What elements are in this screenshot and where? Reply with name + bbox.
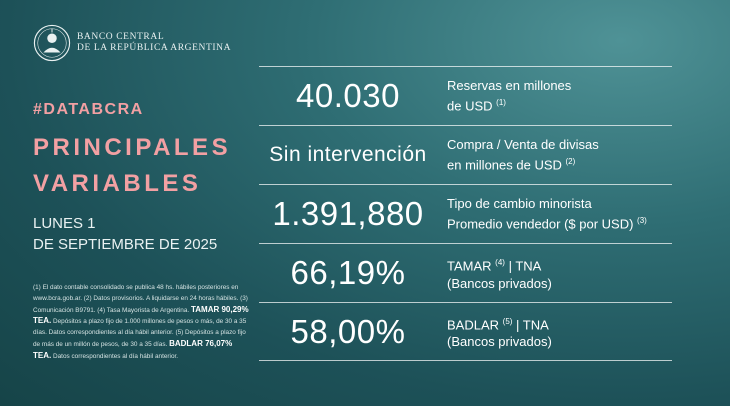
title-line-2: VARIABLES (33, 170, 202, 197)
footnote-text-1: (1) El dato contable consolidado se publ… (33, 284, 248, 314)
indicator-label-line-1: Tipo de cambio minorista (447, 196, 592, 212)
indicator-label: Compra / Venta de divisas en millones de… (437, 136, 672, 173)
date-line-2: DE SEPTIEMBRE DE 2025 (33, 236, 218, 253)
indicator-value: 40.030 (296, 77, 400, 114)
footnote-tamar: TAMAR 90,29% TEA. (33, 304, 249, 326)
bcra-logo: BANCO CENTRAL DE LA REPÚBLICA ARGENTINA (33, 24, 231, 62)
date-line-1: LUNES 1 (33, 215, 96, 232)
indicator-label: Reservas en millones de USD (1) (437, 77, 672, 114)
indicator-label-line-2: en millones de USD (447, 157, 562, 173)
indicator-note: (5) (502, 316, 513, 326)
indicator-value: 66,19% (290, 254, 406, 291)
indicator-label-line-2: de USD (447, 98, 493, 114)
indicator-label-line-2: (Bancos privados) (447, 275, 552, 291)
indicator-value: Sin intervención (269, 143, 427, 166)
indicator-row-tamar: 66,19% TAMAR (4) | TNA (Bancos privados) (259, 243, 672, 302)
indicator-label-line-1: Compra / Venta de divisas (447, 137, 599, 153)
indicator-label-line-1: Reservas en millones (447, 78, 572, 94)
hashtag: #DATABCRA (33, 101, 144, 118)
brand-line-1: BANCO CENTRAL (77, 32, 165, 42)
indicator-row-exchange-rate: 1.391,880 Tipo de cambio minorista Prome… (259, 184, 672, 243)
indicator-label-line-1: TAMAR (447, 258, 492, 274)
indicator-note: (3) (637, 216, 647, 226)
indicator-note: (1) (496, 98, 506, 108)
indicator-row-fx-operations: Sin intervención Compra / Venta de divis… (259, 125, 672, 184)
indicator-value: 58,00% (290, 312, 406, 350)
indicator-note: (2) (565, 157, 576, 167)
footnote-badlar: BADLAR 76,07% TEA. (33, 338, 233, 360)
page-title: PRINCIPALES VARIABLES (33, 130, 231, 202)
indicator-value: 1.391,880 (272, 195, 424, 232)
indicator-label-rate-type: | TNA (504, 258, 542, 274)
indicator-label-line-2: Promedio vendedor ($ por USD) (447, 216, 634, 232)
indicator-label: TAMAR (4) | TNA (Bancos privados) (437, 254, 672, 291)
brand-line-2: DE LA REPÚBLICA ARGENTINA (77, 43, 232, 53)
indicator-note: (4) (495, 258, 505, 268)
title-line-1: PRINCIPALES (33, 134, 232, 161)
footnote-text-3: Datos correspondientes al día hábil ante… (51, 352, 179, 360)
bcra-seal-icon (33, 24, 71, 62)
indicator-label-rate-type: | TNA (512, 317, 549, 333)
indicator-row-badlar: 58,00% BADLAR (5) | TNA (Bancos privados… (259, 302, 672, 361)
indicator-table: 40.030 Reservas en millones de USD (1) S… (259, 66, 672, 361)
footnote-text-2: Depósitos a plazo fijo de 1.000 millones… (33, 318, 247, 348)
report-date: LUNES 1 DE SEPTIEMBRE DE 2025 (33, 213, 217, 255)
indicator-label: BADLAR (5) | TNA (Bancos privados) (437, 313, 672, 350)
indicator-label: Tipo de cambio minorista Promedio vended… (437, 195, 672, 232)
indicator-label-line-2: (Bancos privados) (447, 334, 552, 350)
indicator-row-reserves: 40.030 Reservas en millones de USD (1) (259, 66, 672, 125)
footnotes: (1) El dato contable consolidado se publ… (33, 283, 249, 363)
indicator-label-line-1: BADLAR (447, 317, 500, 333)
